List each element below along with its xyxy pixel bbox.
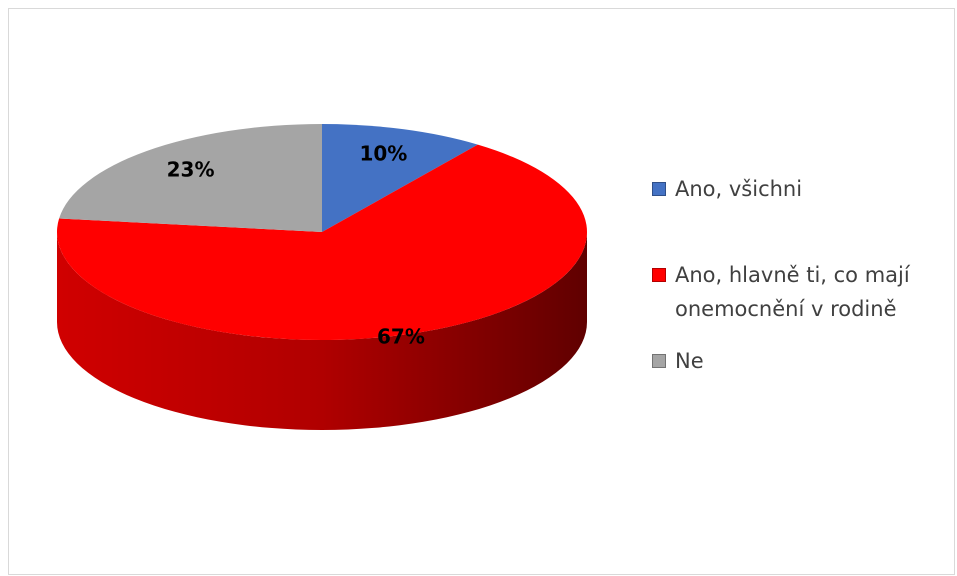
slice (322, 124, 478, 232)
slice-side (57, 232, 587, 430)
legend-swatch (652, 182, 666, 196)
legend-label: Ne (675, 349, 704, 373)
slice (56, 144, 587, 341)
legend-item: Ne (652, 344, 942, 378)
data-label: 10% (359, 141, 407, 165)
legend-swatch (652, 268, 666, 282)
legend-item: Ano, hlavně ti, co mají onemocnění v rod… (652, 258, 942, 326)
data-label: 23% (167, 158, 215, 182)
legend-label: Ano, všichni (675, 177, 803, 201)
slice (59, 124, 323, 232)
legend-swatch (652, 354, 666, 368)
legend-label: Ano, hlavně ti, co mají onemocnění v rod… (675, 263, 910, 321)
data-label: 67% (377, 324, 425, 348)
legend-item: Ano, všichni (652, 172, 942, 206)
chart-border (8, 8, 955, 575)
